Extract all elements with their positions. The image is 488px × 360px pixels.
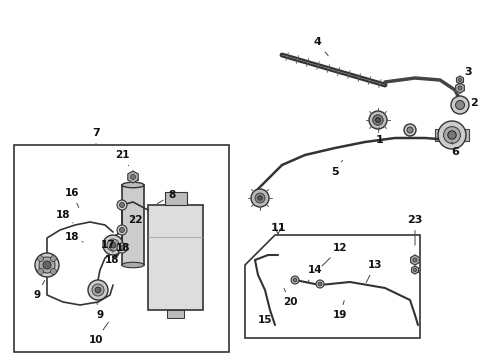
Circle shape — [375, 118, 380, 122]
Circle shape — [117, 243, 127, 253]
Circle shape — [117, 225, 127, 235]
Bar — [434, 129, 468, 141]
Ellipse shape — [122, 262, 143, 268]
Circle shape — [406, 127, 412, 133]
Circle shape — [317, 282, 321, 286]
Circle shape — [110, 242, 116, 248]
Text: 22: 22 — [127, 215, 142, 225]
Text: 10: 10 — [88, 322, 108, 345]
Circle shape — [457, 78, 461, 82]
Circle shape — [250, 189, 268, 207]
Circle shape — [88, 280, 108, 300]
Text: 15: 15 — [257, 308, 272, 325]
Circle shape — [443, 127, 460, 143]
Circle shape — [454, 100, 464, 109]
Polygon shape — [411, 266, 418, 274]
Text: 5: 5 — [330, 160, 342, 177]
Circle shape — [292, 278, 296, 282]
Bar — [148, 205, 203, 310]
Circle shape — [315, 280, 324, 288]
Circle shape — [35, 253, 59, 277]
Polygon shape — [127, 171, 138, 183]
Polygon shape — [455, 83, 464, 93]
Text: 9: 9 — [96, 303, 103, 320]
Text: 18: 18 — [116, 240, 130, 253]
Bar — [14, 145, 228, 352]
Polygon shape — [410, 255, 419, 265]
Circle shape — [437, 121, 465, 149]
Circle shape — [107, 239, 119, 251]
Circle shape — [50, 268, 56, 274]
Ellipse shape — [122, 182, 143, 188]
Text: 2: 2 — [464, 98, 477, 108]
Circle shape — [103, 235, 123, 255]
Circle shape — [39, 257, 55, 273]
Circle shape — [447, 131, 455, 139]
Circle shape — [368, 111, 386, 129]
Circle shape — [372, 115, 382, 125]
Bar — [167, 310, 183, 318]
Text: 20: 20 — [282, 289, 297, 307]
Circle shape — [412, 269, 416, 271]
Text: 21: 21 — [115, 150, 129, 166]
Circle shape — [95, 287, 101, 293]
Circle shape — [290, 276, 298, 284]
Text: 18: 18 — [64, 232, 83, 242]
Circle shape — [43, 261, 51, 269]
Text: 19: 19 — [332, 301, 346, 320]
Circle shape — [255, 193, 264, 203]
Circle shape — [450, 96, 468, 114]
Polygon shape — [456, 76, 463, 84]
Circle shape — [50, 256, 56, 262]
Text: 8: 8 — [157, 190, 175, 204]
Circle shape — [372, 115, 382, 125]
Text: 14: 14 — [307, 265, 322, 282]
Text: 23: 23 — [407, 215, 422, 245]
Text: 4: 4 — [312, 37, 327, 56]
Circle shape — [119, 246, 124, 251]
Circle shape — [375, 117, 380, 122]
Text: 11: 11 — [270, 223, 285, 233]
Circle shape — [119, 202, 124, 207]
Bar — [122, 185, 143, 265]
Circle shape — [92, 284, 104, 296]
Text: 13: 13 — [366, 260, 382, 283]
Circle shape — [457, 86, 461, 90]
Text: 16: 16 — [64, 188, 79, 207]
Text: 12: 12 — [321, 243, 346, 266]
Text: 6: 6 — [450, 142, 458, 157]
Text: 3: 3 — [461, 67, 471, 82]
Text: 18: 18 — [104, 250, 119, 265]
Bar — [164, 192, 186, 205]
Circle shape — [38, 256, 43, 262]
Text: 7: 7 — [92, 128, 100, 145]
Circle shape — [130, 175, 135, 179]
Circle shape — [403, 124, 415, 136]
Text: 1: 1 — [375, 128, 383, 145]
Circle shape — [117, 200, 127, 210]
Circle shape — [412, 258, 416, 262]
Circle shape — [119, 228, 124, 233]
Text: 18: 18 — [56, 210, 73, 223]
Text: 9: 9 — [33, 280, 44, 300]
Text: 17: 17 — [101, 240, 115, 250]
Circle shape — [257, 196, 262, 200]
Circle shape — [38, 268, 43, 274]
